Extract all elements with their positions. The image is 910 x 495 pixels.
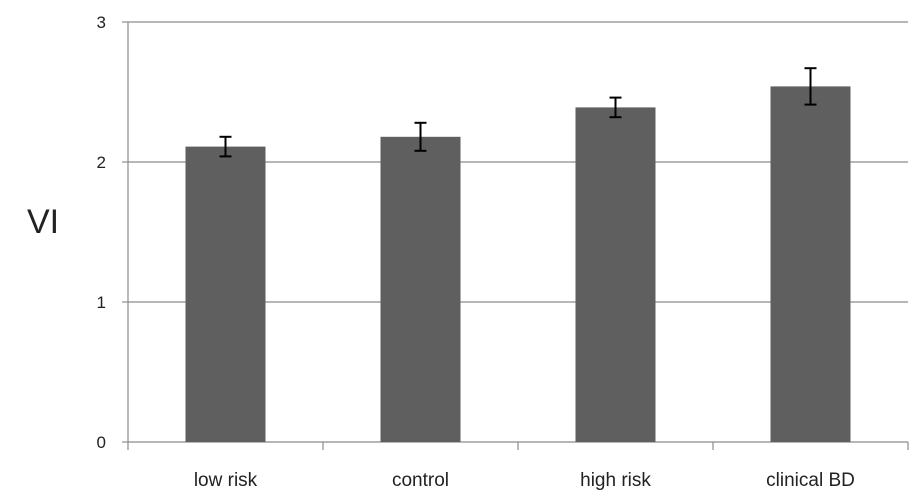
x-category-label: clinical BD bbox=[766, 470, 855, 490]
x-category-label: high risk bbox=[580, 470, 651, 490]
y-tick-labels: 0 1 2 3 bbox=[97, 13, 106, 452]
x-category-labels: low risk control high risk clinical BD bbox=[194, 470, 855, 491]
y-tick-label: 2 bbox=[97, 153, 106, 172]
y-tick-label: 0 bbox=[97, 433, 106, 452]
y-axis-label: VI bbox=[27, 203, 59, 241]
bar-high-risk bbox=[575, 107, 656, 443]
bar-clinical-BD bbox=[770, 86, 851, 443]
y-tick-label: 3 bbox=[97, 13, 106, 32]
bars bbox=[185, 86, 851, 443]
bar-low-risk bbox=[185, 146, 266, 442]
y-tick-label: 1 bbox=[97, 293, 106, 312]
bar-control bbox=[380, 136, 461, 443]
x-category-label: low risk bbox=[194, 470, 258, 490]
x-category-label: control bbox=[392, 470, 449, 490]
error-bars bbox=[219, 67, 817, 158]
